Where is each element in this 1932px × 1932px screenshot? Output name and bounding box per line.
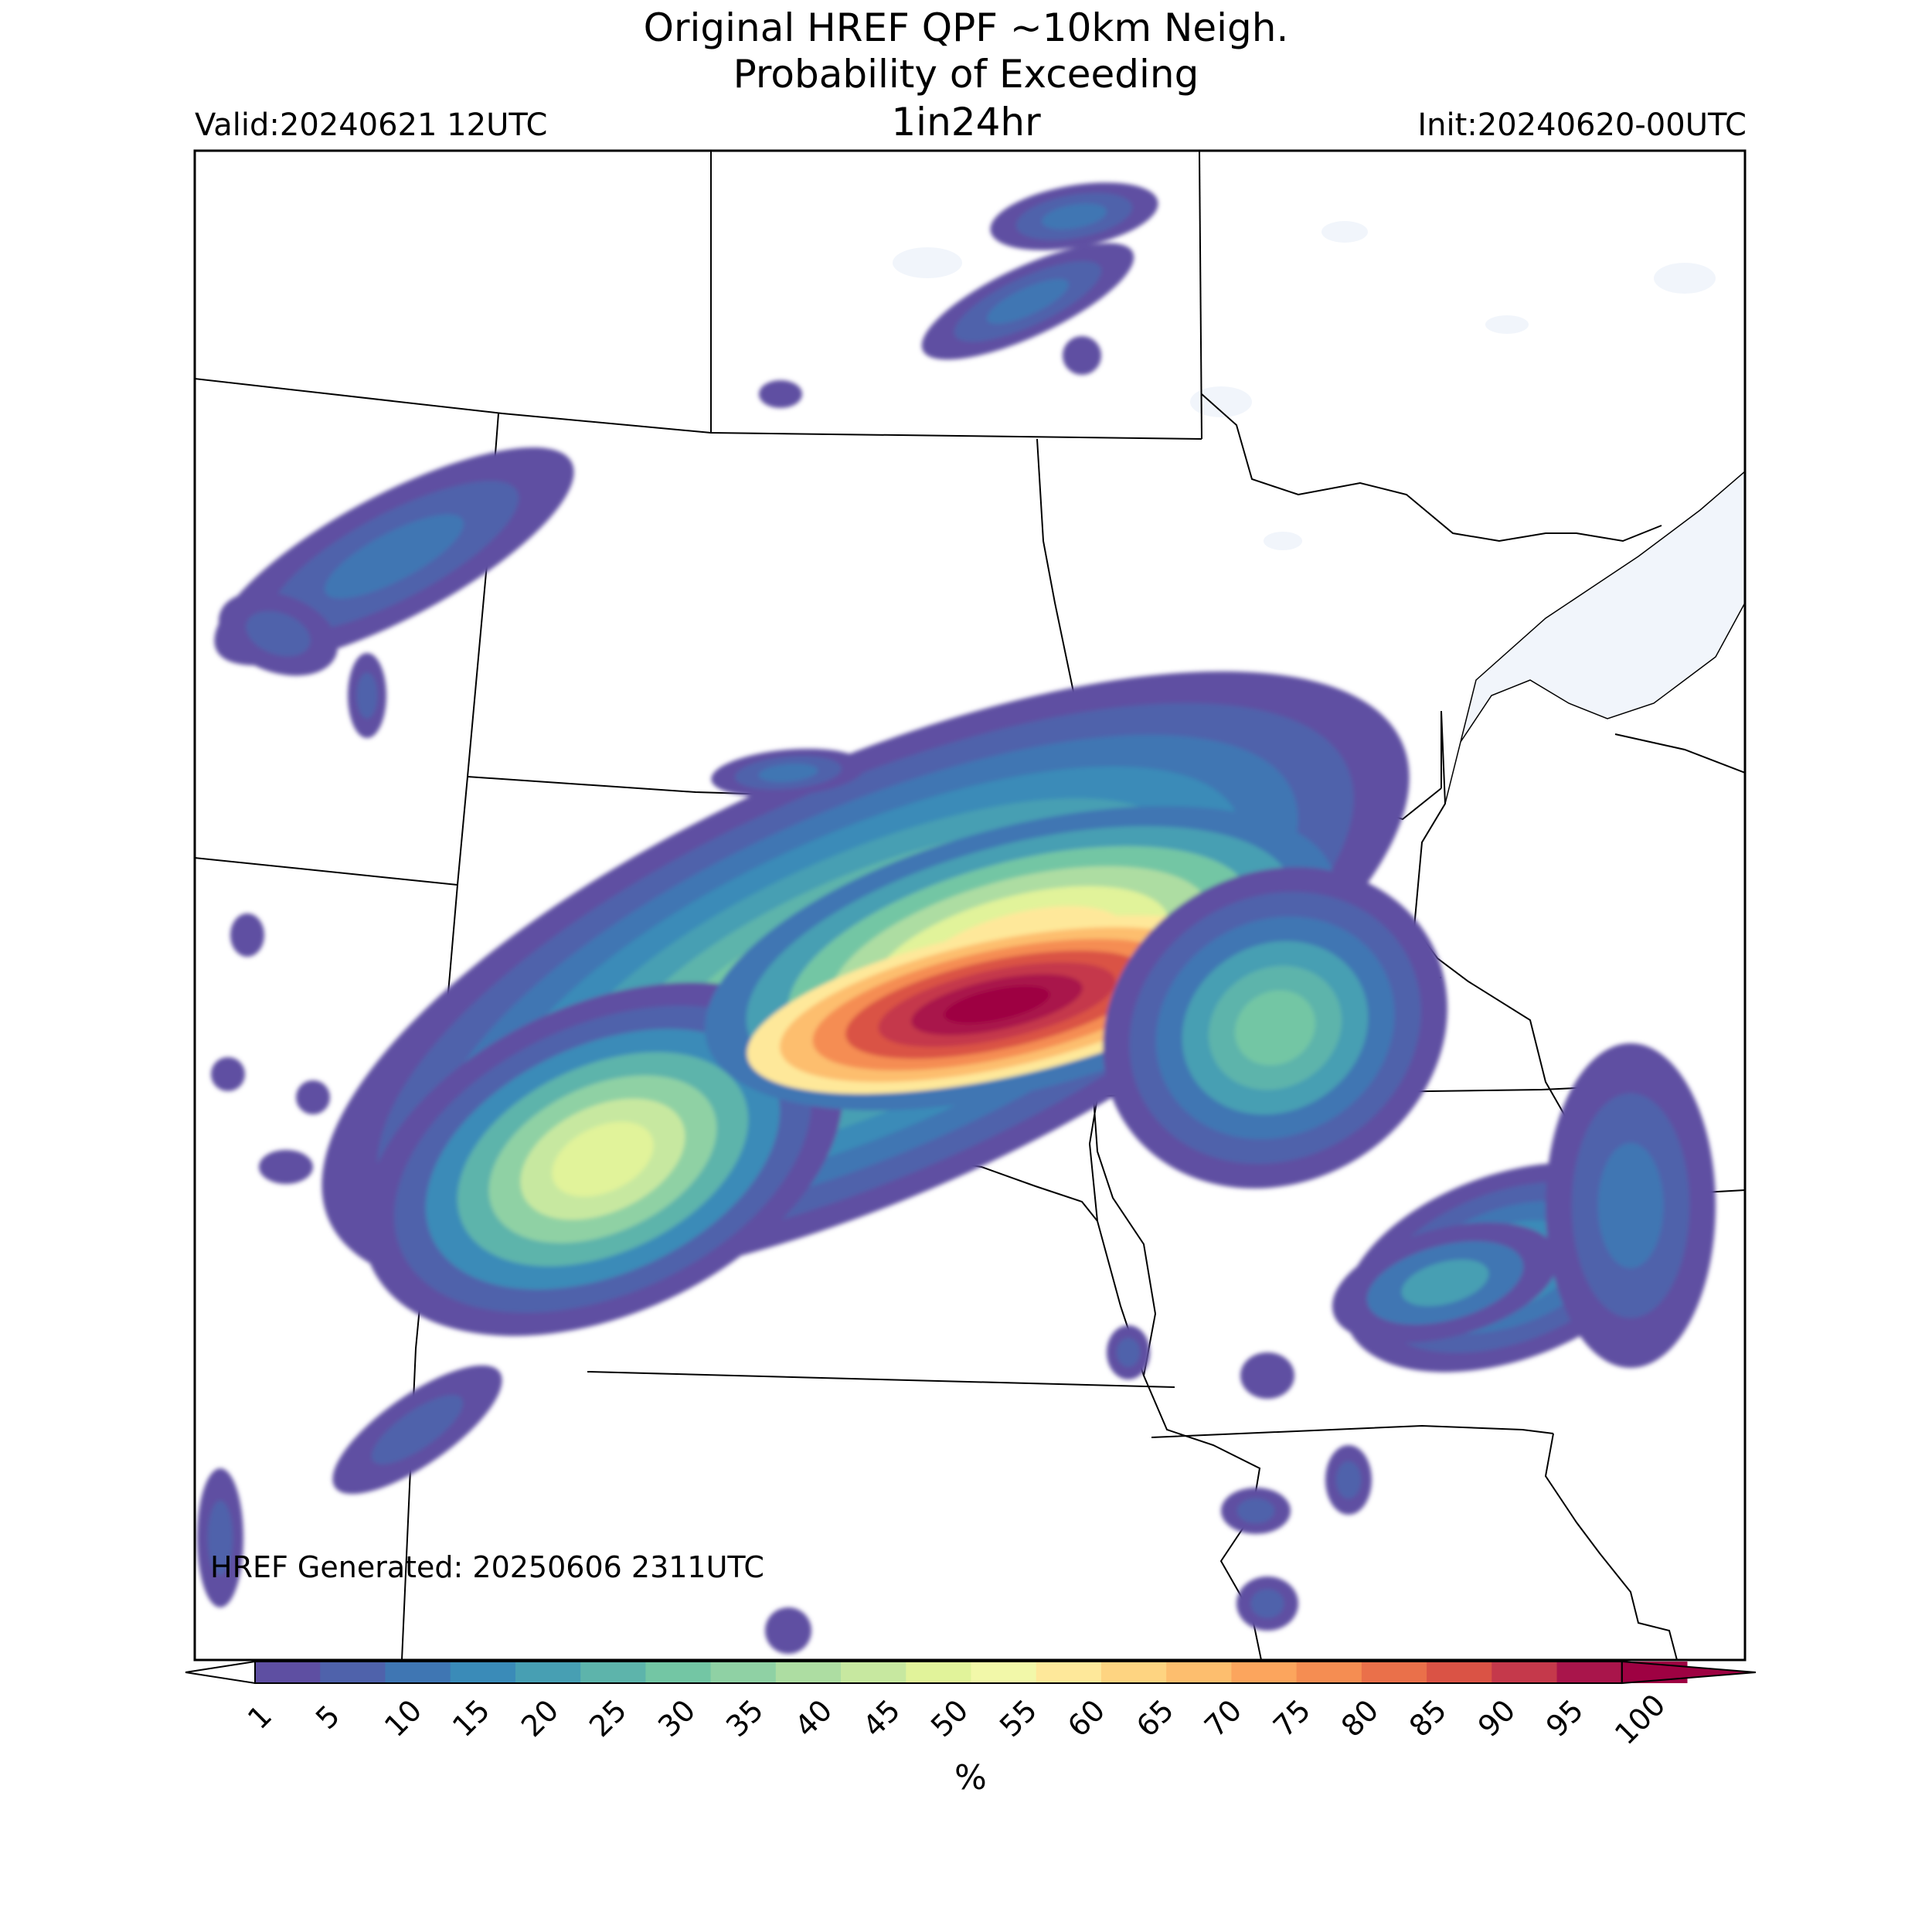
- south-dot: [765, 1607, 811, 1654]
- colorbar-swatch: [255, 1662, 321, 1683]
- south-dot-3: [1240, 1352, 1294, 1399]
- south-blob-3: [1325, 1445, 1372, 1515]
- colorbar-swatch: [1556, 1662, 1623, 1683]
- colorbar-swatch: [906, 1662, 971, 1683]
- colorbar-swatch: [1036, 1662, 1102, 1683]
- colorbar-min-arrow: [185, 1660, 256, 1685]
- west-dot-a: [230, 913, 264, 957]
- north-dot: [1063, 336, 1101, 375]
- south-blob: [1236, 1577, 1298, 1631]
- colorbar-max-arrow: [1621, 1660, 1757, 1685]
- init-label: Init:20240620-00UTC: [1417, 107, 1747, 143]
- colorbar-swatch: [515, 1662, 581, 1683]
- colorbar-swatch: [841, 1662, 906, 1683]
- colorbar-swatch: [320, 1662, 386, 1683]
- main-swath-core: [747, 915, 1247, 1094]
- colorbar-swatch: [971, 1662, 1037, 1683]
- title-line-1: Original HREF QPF ~10km Neigh.: [643, 5, 1289, 50]
- east-band-inner: [1332, 1223, 1559, 1343]
- west-edge-band: [197, 1468, 243, 1607]
- southwest-band: [332, 1365, 502, 1495]
- south-blob-2: [1221, 1488, 1291, 1534]
- title-line-2: Probability of Exceeding: [733, 52, 1199, 97]
- generated-label: HREF Generated: 20250606 2311UTC: [210, 1550, 764, 1584]
- map-frame: [193, 149, 1747, 1662]
- valid-label: Valid:20240621 12UTC: [195, 107, 548, 143]
- colorbar-swatch: [1361, 1662, 1427, 1683]
- colorbar-swatch: [1296, 1662, 1362, 1683]
- colorbar-swatch: [385, 1662, 451, 1683]
- colorbar: [185, 1660, 1757, 1685]
- northwest-drip: [348, 653, 386, 738]
- colorbar-swatch: [1231, 1662, 1298, 1683]
- east-cluster: [1546, 1043, 1716, 1368]
- colorbar-swatch: [580, 1662, 646, 1683]
- northwest-arm: [218, 591, 338, 676]
- title-line-3: 1in24hr: [891, 100, 1041, 145]
- west-dot-c: [296, 1080, 330, 1114]
- north-patch-a: [990, 182, 1158, 250]
- west-dot-b: [211, 1057, 245, 1091]
- north-dot-2: [759, 380, 802, 408]
- colorbar-swatch: [775, 1662, 842, 1683]
- colorbar-swatch: [1166, 1662, 1232, 1683]
- probability-fields: [197, 182, 1716, 1654]
- colorbar-unit: %: [954, 1758, 987, 1798]
- colorbar-swatch: [645, 1662, 712, 1683]
- colorbar-swatch: [710, 1662, 777, 1683]
- main-swath-southwest: [362, 982, 843, 1336]
- colorbar-swatch: [1100, 1662, 1167, 1683]
- west-dot-d: [259, 1150, 313, 1184]
- colorbar-swatch: [450, 1662, 516, 1683]
- north-patch-b: [921, 243, 1134, 360]
- colorbar-swatch: [1427, 1662, 1492, 1683]
- main-swath-east: [1103, 867, 1447, 1189]
- north-central-band: [711, 748, 866, 798]
- colorbar-swatch: [1492, 1662, 1558, 1683]
- south-dot-2: [1107, 1325, 1150, 1379]
